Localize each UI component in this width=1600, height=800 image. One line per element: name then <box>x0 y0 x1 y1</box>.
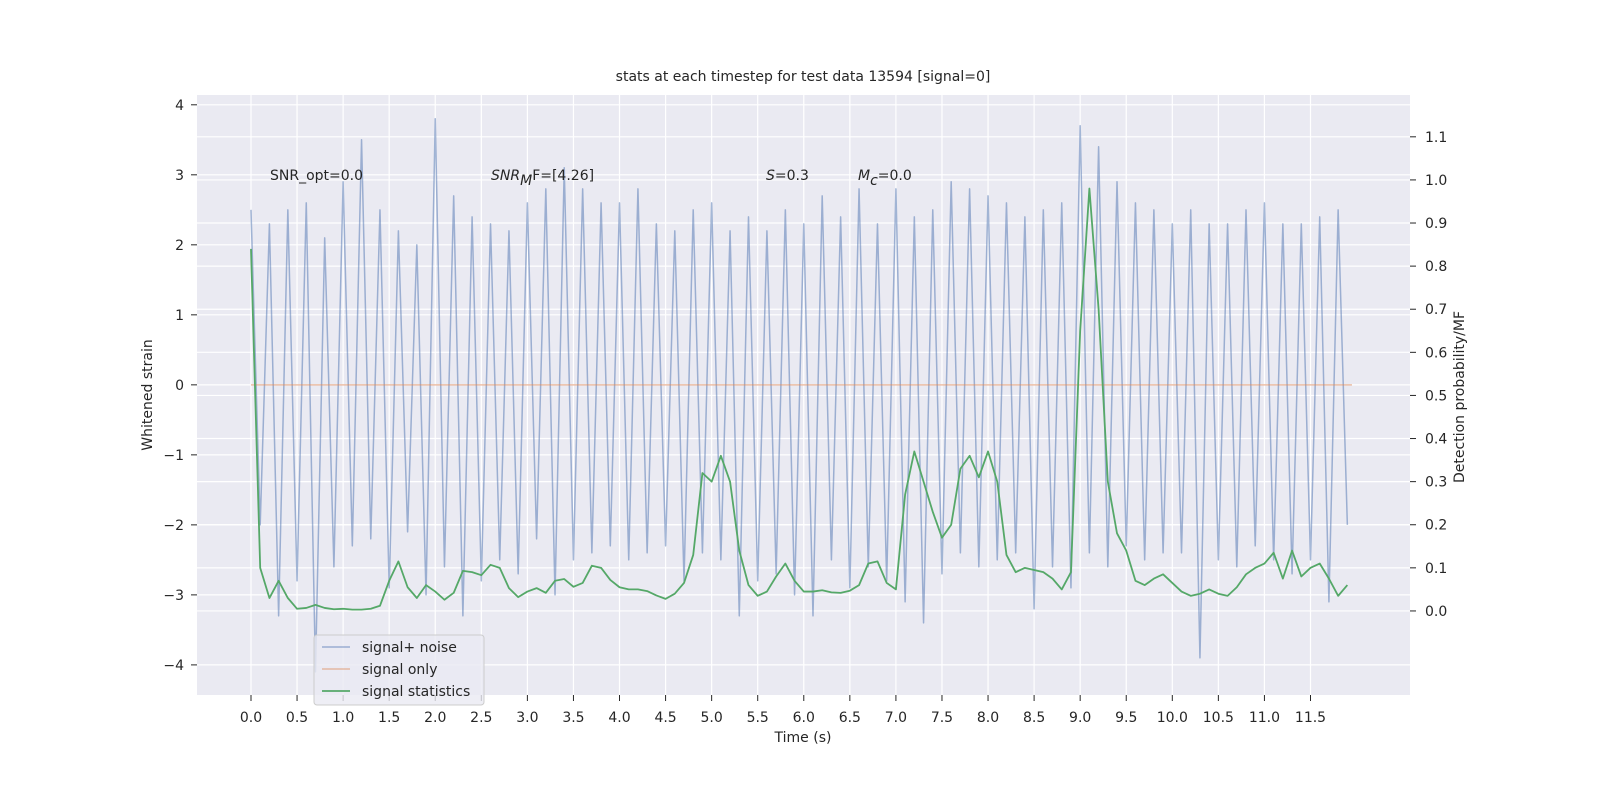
y2-axis-label: Detection probability/MF <box>1452 311 1468 483</box>
annotation-base: M <box>858 168 870 184</box>
annotation-base: SNR_opt=0.0 <box>270 168 363 184</box>
marks <box>250 118 1352 673</box>
legend-box <box>313 634 485 706</box>
y-tick-label: 2 <box>175 238 184 254</box>
annotation: SNRMF=[4.26] <box>491 168 594 189</box>
annotation: SNR_opt=0.0 <box>270 168 363 184</box>
chart-title: stats at each timestep for test data 135… <box>616 69 991 85</box>
x-tick-label: 10.5 <box>1203 710 1234 726</box>
y-tick-label: 4 <box>175 98 184 114</box>
y-tick-label: −4 <box>163 658 184 674</box>
annotation-sub: c <box>870 173 878 189</box>
x-tick-label: 1.0 <box>332 710 354 726</box>
x-tick-label: 2.5 <box>470 710 492 726</box>
x-tick-label: 6.0 <box>793 710 815 726</box>
x-tick-label: 4.5 <box>654 710 676 726</box>
annotation-rest: F=[4.26] <box>532 168 594 184</box>
x-tick-label: 4.0 <box>608 710 630 726</box>
x-tick-label: 11.0 <box>1249 710 1280 726</box>
legend: signal+ noise signal only signal statistic… <box>313 634 485 706</box>
y2-tick-label: 0.4 <box>1425 432 1447 448</box>
x-tick-label: 0.5 <box>286 710 308 726</box>
y2-tick-label: 0.0 <box>1425 604 1447 620</box>
y2-tick-label: 1.1 <box>1425 130 1447 146</box>
y2-tick-label: 0.5 <box>1425 388 1447 404</box>
x-tick-label: 10.0 <box>1157 710 1188 726</box>
x-tick-label: 6.5 <box>839 710 861 726</box>
y2-tick-label: 1.0 <box>1425 173 1447 189</box>
x-tick-label: 1.5 <box>378 710 400 726</box>
y-tick-label: 3 <box>175 168 184 184</box>
axes: 0.0 0.5 1.0 1.5 2.0 2.5 3.0 3.5 4.0 4.5 5.0 5.5 6.0 6… <box>163 98 1447 726</box>
series-line <box>250 118 1349 673</box>
annotation: S=0.3 <box>766 168 809 184</box>
y-tick-label: −1 <box>163 448 184 464</box>
x-tick-label: 8.5 <box>1023 710 1045 726</box>
x-tick-label: 9.0 <box>1069 710 1091 726</box>
y2-tick-label: 0.6 <box>1425 345 1447 361</box>
x-tick-label: 9.5 <box>1115 710 1137 726</box>
y-tick-label: −3 <box>163 588 184 604</box>
x-tick-label: 7.0 <box>885 710 907 726</box>
x-tick-label: 7.5 <box>931 710 953 726</box>
legend-label: signal statistics <box>362 684 470 700</box>
legend-label: signal only <box>362 662 437 678</box>
x-tick-label: 3.0 <box>516 710 538 726</box>
y-tick-label: 0 <box>175 378 184 394</box>
annotation: Mc=0.0 <box>858 168 912 189</box>
annotations: SNR_opt=0.0 SNRMF=[4.26] S=0.3 Mc=0.0 <box>270 168 912 189</box>
legend-label: signal+ noise <box>362 640 457 656</box>
x-tick-label: 3.5 <box>562 710 584 726</box>
annotation-rest: =0.0 <box>878 168 912 184</box>
x-tick-label: 5.0 <box>701 710 723 726</box>
series-line <box>250 187 1349 611</box>
y-tick-label: −2 <box>163 518 184 534</box>
y-tick-label: 1 <box>175 308 184 324</box>
y2-tick-label: 0.8 <box>1425 259 1447 275</box>
y2-tick-label: 0.1 <box>1425 561 1447 577</box>
y2-tick-label: 0.2 <box>1425 518 1447 534</box>
y-axis-label: Whitened strain <box>140 339 156 450</box>
y2-tick-label: 0.9 <box>1425 216 1447 232</box>
x-tick-label: 2.0 <box>424 710 446 726</box>
x-tick-label: 0.0 <box>240 710 262 726</box>
y2-tick-label: 0.3 <box>1425 475 1447 491</box>
annotation-sub: M <box>520 173 532 189</box>
x-tick-label: 8.0 <box>977 710 999 726</box>
y2-tick-label: 0.7 <box>1425 302 1447 318</box>
annotation-base: SNR <box>491 168 520 184</box>
x-tick-label: 11.5 <box>1295 710 1326 726</box>
x-axis-label: Time (s) <box>774 730 832 746</box>
annotation-rest: =0.3 <box>775 168 809 184</box>
annotation-base: S <box>766 168 775 184</box>
x-tick-label: 5.5 <box>747 710 769 726</box>
